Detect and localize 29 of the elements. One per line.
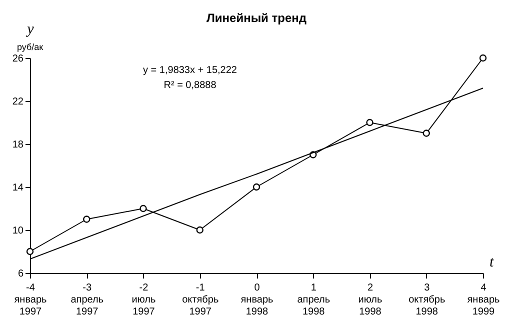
point [140, 204, 147, 212]
text: руб/ак [16, 42, 44, 52]
point [422, 130, 430, 137]
point [26, 248, 34, 256]
x-tick-label: 2 июль 1998 [358, 282, 382, 318]
point [83, 216, 90, 223]
y-axis-title: y [25, 22, 34, 38]
x-tick-label: -3 апрель 1997 [70, 282, 104, 318]
point [252, 183, 260, 191]
point [366, 118, 374, 126]
point [479, 54, 487, 62]
y-tick-label: 6 [18, 268, 24, 280]
chart-title: Линейный тренд [206, 11, 307, 25]
y-tick-label: 14 [12, 182, 24, 194]
x-axis-title: t [490, 254, 494, 270]
y-tick-label: 18 [12, 140, 24, 150]
point [196, 226, 204, 234]
x-tick-label: -1 октябрь 1997 [182, 282, 219, 318]
x-tick-label: 0 январь 1998 [240, 282, 274, 318]
x-tick-label: 1 апрель 1998 [297, 282, 330, 318]
x-tick-label: -4 январь 1997 [14, 282, 47, 318]
annotation: y = 1,9833x + 15,222 [143, 65, 238, 76]
annotation: R² = 0,8888 [164, 80, 217, 91]
x-tick-label: 3 октябрь 1998 [408, 282, 446, 318]
x-tick-label: 4 январь 1999 [467, 282, 500, 318]
y-tick-label: 26 [12, 54, 24, 64]
y-tick-label: 10 [12, 226, 24, 236]
x-tick-label: -2 июль 1997 [132, 282, 156, 318]
y-tick-label: 22 [12, 96, 24, 108]
